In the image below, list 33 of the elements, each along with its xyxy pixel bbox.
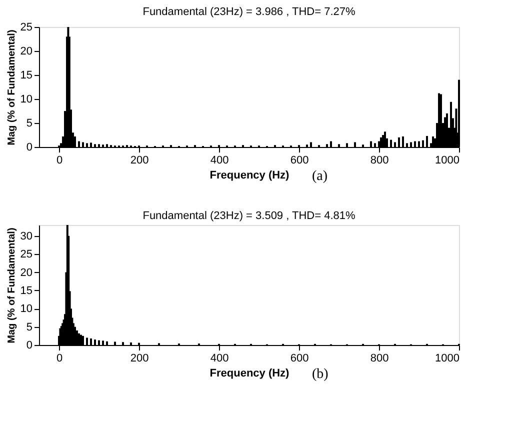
y-tick-label: 0 bbox=[26, 340, 32, 352]
x-tick-label: 0 bbox=[56, 154, 63, 166]
y-tick-label: 20 bbox=[20, 266, 32, 279]
x-tick-label: 1000 bbox=[435, 154, 460, 166]
y-tick-label: 25 bbox=[20, 248, 32, 261]
y-tick-label: 5 bbox=[26, 321, 32, 334]
text: (b) bbox=[312, 367, 329, 382]
x-axis-title: Frequency (Hz) bbox=[210, 368, 290, 380]
y-tick-label: 30 bbox=[20, 230, 32, 242]
chart-title: Fundamental (23Hz) = 3.509 , THD= 4.81% bbox=[142, 210, 356, 222]
y-axis-title: Mag (% of Fundamental) bbox=[6, 228, 18, 344]
y-tick-label: 10 bbox=[20, 94, 32, 106]
y-tick-label: 25 bbox=[20, 22, 32, 34]
x-tick-label: 0 bbox=[56, 352, 63, 364]
y-tick-label: 15 bbox=[20, 70, 32, 82]
text: (a) bbox=[312, 169, 328, 184]
y-tick-label: 20 bbox=[20, 46, 32, 58]
x-tick-label: 600 bbox=[290, 154, 309, 166]
x-tick-label: 600 bbox=[290, 352, 309, 364]
y-tick-label: 10 bbox=[20, 303, 32, 316]
x-tick-label: 200 bbox=[130, 154, 149, 166]
x-tick-label: 400 bbox=[210, 352, 229, 364]
y-axis-title: Mag (% of Fundamental) bbox=[6, 30, 18, 146]
y-tick-label: 0 bbox=[26, 142, 32, 154]
x-tick-label: 1000 bbox=[435, 352, 460, 364]
x-tick-label: 200 bbox=[130, 352, 149, 364]
x-tick-label: 800 bbox=[370, 352, 389, 364]
x-axis-title: Frequency (Hz) bbox=[210, 170, 290, 182]
x-tick-label: 400 bbox=[210, 154, 229, 166]
y-tick-label: 5 bbox=[26, 118, 32, 130]
y-tick-label: 15 bbox=[20, 284, 32, 297]
x-tick-label: 800 bbox=[370, 154, 389, 166]
chart-title: Fundamental (23Hz) = 3.986 , THD= 7.27% bbox=[142, 6, 356, 18]
